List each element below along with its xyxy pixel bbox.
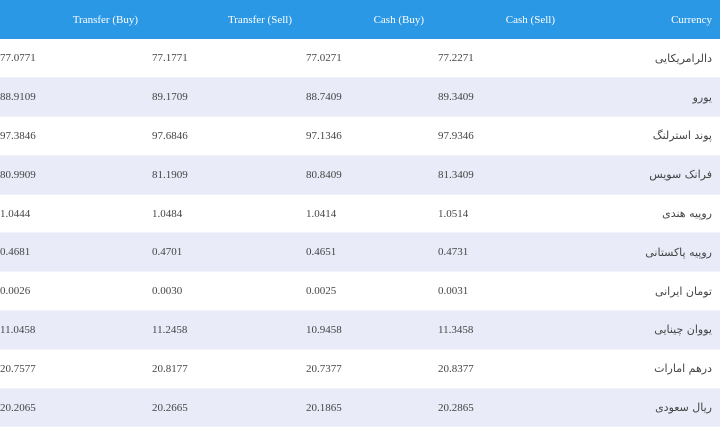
cash-sell-cell: 11.3458: [438, 310, 569, 350]
currency-name-cell: تومان ایرانی: [569, 271, 720, 312]
currency-name-cell: یووان چینایی: [569, 310, 720, 350]
table-row: 20.7577 20.8177 20.7377 20.8377 درهم امارات: [0, 349, 720, 389]
table-row: 97.3846 97.6846 97.1346 97.9346 پوند استرلنگ: [0, 116, 720, 156]
transfer-buy-cell: 1.0444: [0, 194, 152, 234]
currency-name-cell: پوند استرلنگ: [569, 116, 720, 156]
table-body: 77.0771 77.1771 77.0271 77.2271 دالرامریکایی…: [0, 39, 720, 427]
cash-buy-cell: 97.1346: [306, 116, 438, 156]
currency-name-cell: درهم امارات: [569, 349, 720, 389]
cash-sell-cell: 77.2271: [438, 39, 569, 79]
cash-sell-cell: 97.9346: [438, 116, 569, 156]
currency-name-cell: دالرامریکایی: [569, 39, 720, 79]
table-row: 80.9909 81.1909 80.8409 81.3409 فرانک سویس: [0, 155, 720, 195]
column-header-cash-sell: Cash (Sell): [505, 13, 555, 26]
cash-sell-cell: 20.8377: [438, 349, 569, 389]
table-row: 20.2065 20.2665 20.1865 20.2865 ریال سعودی: [0, 388, 720, 427]
transfer-sell-cell: 11.2458: [152, 310, 306, 350]
transfer-buy-cell: 20.7577: [0, 349, 152, 389]
table-row: 77.0771 77.1771 77.0271 77.2271 دالرامریکایی: [0, 39, 720, 79]
cash-buy-cell: 10.9458: [306, 310, 438, 350]
table-row: 0.0026 0.0030 0.0025 0.0031 تومان ایرانی: [0, 271, 720, 312]
cash-buy-cell: 0.0025: [306, 271, 438, 312]
cash-buy-cell: 77.0271: [306, 39, 438, 79]
transfer-sell-cell: 89.1709: [152, 77, 306, 118]
transfer-buy-cell: 0.0026: [0, 271, 152, 312]
cash-buy-cell: 20.7377: [306, 349, 438, 389]
header-row: Transfer (Buy) Transfer (Sell) Cash (Buy…: [0, 0, 720, 39]
currency-name-cell: یورو: [569, 77, 720, 118]
transfer-sell-cell: 77.1771: [152, 39, 306, 79]
transfer-buy-cell: 97.3846: [0, 116, 152, 156]
cash-sell-cell: 89.3409: [438, 77, 569, 118]
transfer-sell-cell: 20.2665: [152, 388, 306, 427]
transfer-sell-cell: 1.0484: [152, 194, 306, 234]
cash-sell-cell: 81.3409: [438, 155, 569, 195]
cash-sell-cell: 0.0031: [438, 271, 569, 312]
table-row: 11.0458 11.2458 10.9458 11.3458 یووان چینایی: [0, 310, 720, 350]
column-header-currency: Currency: [671, 13, 712, 26]
transfer-buy-cell: 80.9909: [0, 155, 152, 195]
currency-name-cell: روپیه هندی: [569, 194, 720, 234]
cash-buy-cell: 1.0414: [306, 194, 438, 234]
transfer-buy-cell: 0.4681: [0, 232, 152, 273]
transfer-buy-cell: 11.0458: [0, 310, 152, 350]
transfer-sell-cell: 81.1909: [152, 155, 306, 195]
cash-sell-cell: 20.2865: [438, 388, 569, 427]
transfer-sell-cell: 20.8177: [152, 349, 306, 389]
currency-name-cell: فرانک سویس: [569, 155, 720, 195]
transfer-sell-cell: 97.6846: [152, 116, 306, 156]
table-row: 0.4681 0.4701 0.4651 0.4731 روپیه پاکستانی: [0, 232, 720, 273]
currency-name-cell: روپیه پاکستانی: [569, 232, 720, 273]
cash-sell-cell: 0.4731: [438, 232, 569, 273]
table-row: 1.0444 1.0484 1.0414 1.0514 روپیه هندی: [0, 194, 720, 234]
column-header-cash-buy: Cash (Buy): [373, 13, 424, 26]
cash-buy-cell: 0.4651: [306, 232, 438, 273]
transfer-buy-cell: 77.0771: [0, 39, 152, 79]
transfer-buy-cell: 20.2065: [0, 388, 152, 427]
column-header-transfer-sell: Transfer (Sell): [227, 13, 292, 26]
cash-buy-cell: 20.1865: [306, 388, 438, 427]
table-row: 88.9109 89.1709 88.7409 89.3409 یورو: [0, 77, 720, 118]
transfer-sell-cell: 0.0030: [152, 271, 306, 312]
column-header-transfer-buy: Transfer (Buy): [72, 13, 138, 26]
transfer-buy-cell: 88.9109: [0, 77, 152, 118]
transfer-sell-cell: 0.4701: [152, 232, 306, 273]
cash-buy-cell: 88.7409: [306, 77, 438, 118]
table-header: Transfer (Buy) Transfer (Sell) Cash (Buy…: [0, 0, 720, 39]
cash-buy-cell: 80.8409: [306, 155, 438, 195]
currency-name-cell: ریال سعودی: [569, 388, 720, 427]
cash-sell-cell: 1.0514: [438, 194, 569, 234]
